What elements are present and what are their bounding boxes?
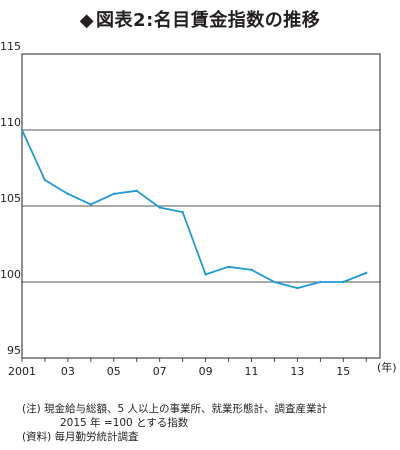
data-point [227,265,230,268]
diamond-icon: ◆ [79,10,95,31]
plot-area [21,53,381,359]
series-layer [20,128,368,290]
x-tick-label: 07 [153,365,167,378]
y-tick-label: 115 [0,40,21,53]
x-tick-label: 13 [290,365,304,378]
data-point [89,203,93,206]
data-point [250,268,253,272]
data-point [112,192,115,196]
series-line [21,129,367,289]
y-axis: 95 100 105 110 115 [0,40,21,357]
data-point [135,189,138,192]
x-axis-unit-label: (年) [377,360,397,374]
x-axis: 2001 03 05 07 09 11 13 15 [8,358,367,378]
source-line: (資料) 毎月勤労統計調査 [22,431,139,443]
x-tick-label: 15 [336,365,350,378]
y-tick-label: 100 [0,268,21,281]
y-tick-label: 95 [7,344,21,357]
footnotes: (注) 現金給与総額、5 人以上の事業所、就業形態計、調査産業計 2015 年 … [22,402,327,444]
x-tick-label: 05 [107,365,121,378]
x-tick-label: 09 [199,365,213,378]
data-point [181,210,184,214]
y-tick-label: 110 [0,116,21,129]
y-tick-label: 105 [0,192,21,205]
grid-lines [22,129,380,283]
data-point [20,128,24,132]
data-point [319,280,322,284]
data-point [365,271,368,275]
note-line: (注) 現金給与総額、5 人以上の事業所、就業形態計、調査産業計 [22,403,328,415]
chart-title: ◆ 図表2:名目賃金指数の推移 [0,6,400,32]
data-point [158,206,161,209]
data-point [204,273,207,276]
x-tick-label: 03 [61,365,75,378]
x-tick-label: 2001 [8,365,36,378]
line-chart: 95 100 105 110 115 2001 03 05 07 09 11 13 15 (年) [0,40,397,378]
data-point [342,280,345,284]
chart-title-text: 図表2:名目賃金指数の推移 [96,10,321,31]
x-tick-label: 11 [244,365,258,378]
data-point [273,280,276,284]
data-point [296,286,299,290]
note-line-continued: 2015 年 =100 とする指数 [60,417,189,429]
data-point [43,178,47,182]
data-point [66,192,70,196]
